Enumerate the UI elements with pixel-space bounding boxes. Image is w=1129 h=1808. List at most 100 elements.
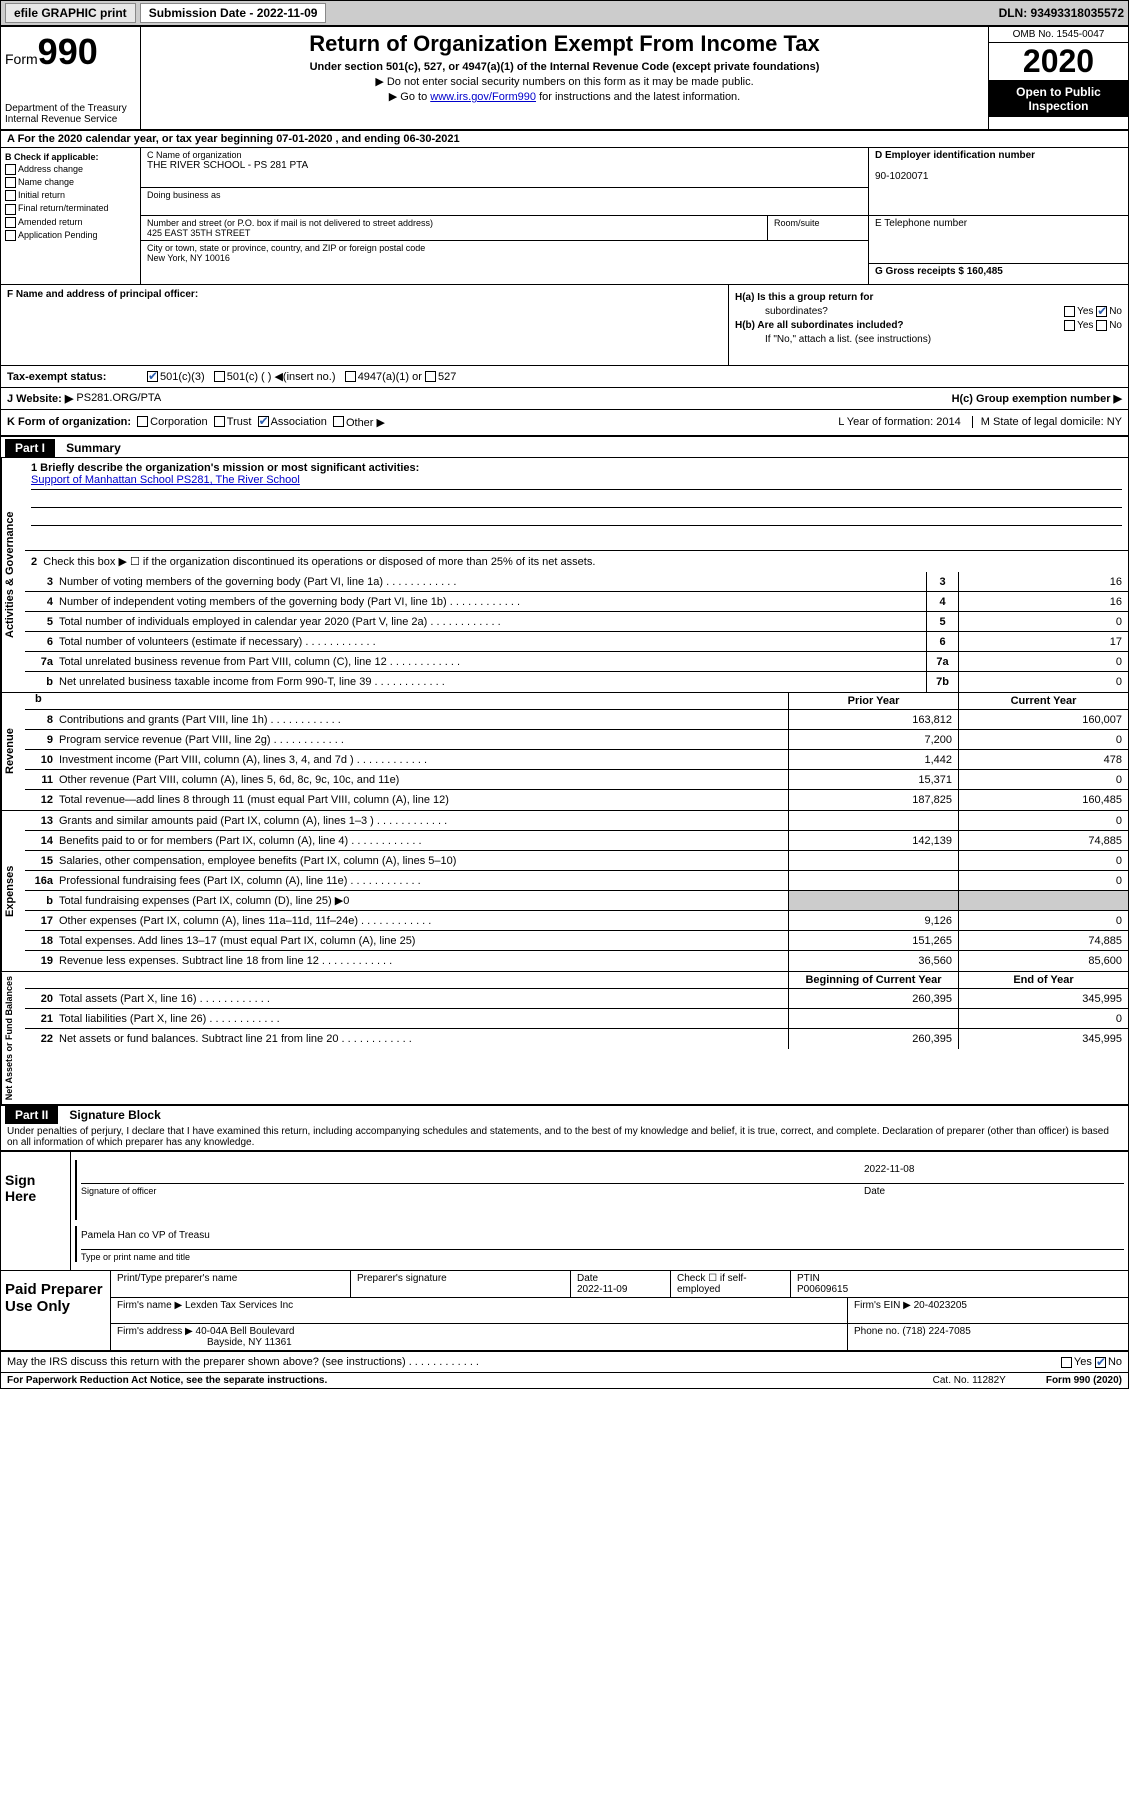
- discuss-question: May the IRS discuss this return with the…: [7, 1356, 479, 1368]
- l17-num: 17: [25, 915, 59, 927]
- prior-year-header: Prior Year: [788, 693, 958, 709]
- discuss-no: No: [1108, 1356, 1122, 1368]
- form-word: Form: [5, 51, 38, 67]
- dln-label: DLN: 93493318035572: [999, 6, 1124, 20]
- gross-receipts: G Gross receipts $ 160,485: [869, 264, 1128, 284]
- irs-label: Internal Revenue Service: [5, 114, 136, 125]
- l18-num: 18: [25, 935, 59, 947]
- ptin-value: P00609615: [797, 1284, 848, 1295]
- ha-no-checkbox[interactable]: [1096, 306, 1107, 317]
- submission-date-label: Submission Date - 2022-11-09: [140, 3, 327, 23]
- 4947-checkbox[interactable]: [345, 371, 356, 382]
- l3-text: Number of voting members of the governin…: [59, 574, 926, 590]
- 501c-checkbox[interactable]: [214, 371, 225, 382]
- revenue-section: Revenue bPrior YearCurrent Year 8Contrib…: [1, 693, 1128, 811]
- firm-addr1: 40-04A Bell Boulevard: [196, 1326, 295, 1337]
- open-public-badge: Open to Public Inspection: [989, 81, 1128, 117]
- l4-box: 4: [926, 592, 958, 611]
- amended-checkbox[interactable]: [5, 217, 16, 228]
- column-b-checkboxes: B Check if applicable: Address change Na…: [1, 148, 141, 284]
- form-title: Return of Organization Exempt From Incom…: [149, 31, 980, 57]
- discuss-no-checkbox[interactable]: [1095, 1357, 1106, 1368]
- website-row: J Website: ▶ PS281.ORG/PTA H(c) Group ex…: [1, 388, 1128, 410]
- hb-no-checkbox[interactable]: [1096, 320, 1107, 331]
- l19-text: Revenue less expenses. Subtract line 18 …: [59, 953, 788, 969]
- l11-num: 11: [25, 774, 59, 786]
- no-label: No: [1109, 306, 1122, 317]
- corp-checkbox[interactable]: [137, 416, 148, 427]
- ein-label: D Employer identification number: [875, 150, 1122, 161]
- l14-text: Benefits paid to or for members (Part IX…: [59, 833, 788, 849]
- mission-block: 1 Briefly describe the organization's mi…: [25, 458, 1128, 551]
- initial-label: Initial return: [18, 190, 65, 200]
- l10-num: 10: [25, 754, 59, 766]
- l21-num: 21: [25, 1013, 59, 1025]
- org-name: THE RIVER SCHOOL - PS 281 PTA: [147, 160, 862, 171]
- l6-val: 17: [958, 632, 1128, 651]
- prep-date-label: Date: [577, 1273, 598, 1284]
- l14-prior: 142,139: [788, 831, 958, 850]
- street-label: Number and street (or P.O. box if mail i…: [147, 218, 761, 228]
- l14-num: 14: [25, 835, 59, 847]
- end-year-header: End of Year: [958, 972, 1128, 988]
- self-employed-label: Check ☐ if self-employed: [671, 1271, 791, 1297]
- room-label: Room/suite: [768, 216, 868, 240]
- other-checkbox[interactable]: [333, 416, 344, 427]
- firm-name-label: Firm's name ▶: [117, 1300, 182, 1311]
- form-subtitle: Under section 501(c), 527, or 4947(a)(1)…: [149, 61, 980, 73]
- 527-checkbox[interactable]: [425, 371, 436, 382]
- l12-text: Total revenue—add lines 8 through 11 (mu…: [59, 792, 788, 808]
- 501c3-checkbox[interactable]: [147, 371, 158, 382]
- form-title-block: Return of Organization Exempt From Incom…: [141, 27, 988, 129]
- l6-box: 6: [926, 632, 958, 651]
- l20-num: 20: [25, 993, 59, 1005]
- hb-yes-checkbox[interactable]: [1064, 320, 1075, 331]
- irs-link[interactable]: www.irs.gov/Form990: [430, 91, 536, 103]
- assoc-label: Association: [271, 416, 327, 429]
- l16b-prior-shaded: [788, 891, 958, 910]
- yes-label2: Yes: [1077, 320, 1093, 331]
- app-pending-checkbox[interactable]: [5, 230, 16, 241]
- efile-print-button[interactable]: efile GRAPHIC print: [5, 3, 136, 23]
- name-change-checkbox[interactable]: [5, 177, 16, 188]
- l6-num: 6: [25, 636, 59, 648]
- phone-label: Phone no.: [854, 1326, 900, 1337]
- ha-yes-checkbox[interactable]: [1064, 306, 1075, 317]
- l7b-box: 7b: [926, 672, 958, 692]
- initial-return-checkbox[interactable]: [5, 190, 16, 201]
- paperwork-notice: For Paperwork Reduction Act Notice, see …: [7, 1375, 327, 1386]
- addr-change-label: Address change: [18, 164, 83, 174]
- website-value: PS281.ORG/PTA: [76, 392, 161, 405]
- trust-checkbox[interactable]: [214, 416, 225, 427]
- discuss-yes-checkbox[interactable]: [1061, 1357, 1072, 1368]
- firm-ein-label: Firm's EIN ▶: [854, 1300, 911, 1311]
- l7a-val: 0: [958, 652, 1128, 671]
- addr-change-checkbox[interactable]: [5, 164, 16, 175]
- omb-number: OMB No. 1545-0047: [989, 27, 1128, 43]
- cat-number: Cat. No. 11282Y: [933, 1375, 1006, 1386]
- l16a-num: 16a: [25, 875, 59, 887]
- final-return-checkbox[interactable]: [5, 204, 16, 215]
- ha-sub: subordinates?: [765, 306, 828, 317]
- goto-prefix: ▶ Go to: [389, 91, 430, 103]
- begin-year-header: Beginning of Current Year: [788, 972, 958, 988]
- perjury-statement: Under penalties of perjury, I declare th…: [1, 1124, 1128, 1150]
- assoc-checkbox[interactable]: [258, 416, 269, 427]
- i-label: Tax-exempt status:: [7, 371, 106, 383]
- governance-section: Activities & Governance 1 Briefly descri…: [1, 458, 1128, 693]
- l18-text: Total expenses. Add lines 13–17 (must eq…: [59, 933, 788, 949]
- l5-num: 5: [25, 616, 59, 628]
- row-a-tax-year: A For the 2020 calendar year, or tax yea…: [1, 131, 1128, 148]
- discuss-yes: Yes: [1074, 1356, 1092, 1368]
- expenses-side-label: Expenses: [1, 811, 25, 971]
- tax-status-row: Tax-exempt status: 501(c)(3) 501(c) ( ) …: [1, 366, 1128, 388]
- l3-val: 16: [958, 572, 1128, 591]
- l7a-num: 7a: [25, 656, 59, 668]
- org-name-label: C Name of organization: [147, 150, 862, 160]
- l10-current: 478: [958, 750, 1128, 769]
- l7b-val: 0: [958, 672, 1128, 692]
- l15-num: 15: [25, 855, 59, 867]
- mission-text[interactable]: Support of Manhattan School PS281, The R…: [31, 474, 300, 486]
- tax-year: 2020: [989, 43, 1128, 81]
- form-year-block: OMB No. 1545-0047 2020 Open to Public In…: [988, 27, 1128, 129]
